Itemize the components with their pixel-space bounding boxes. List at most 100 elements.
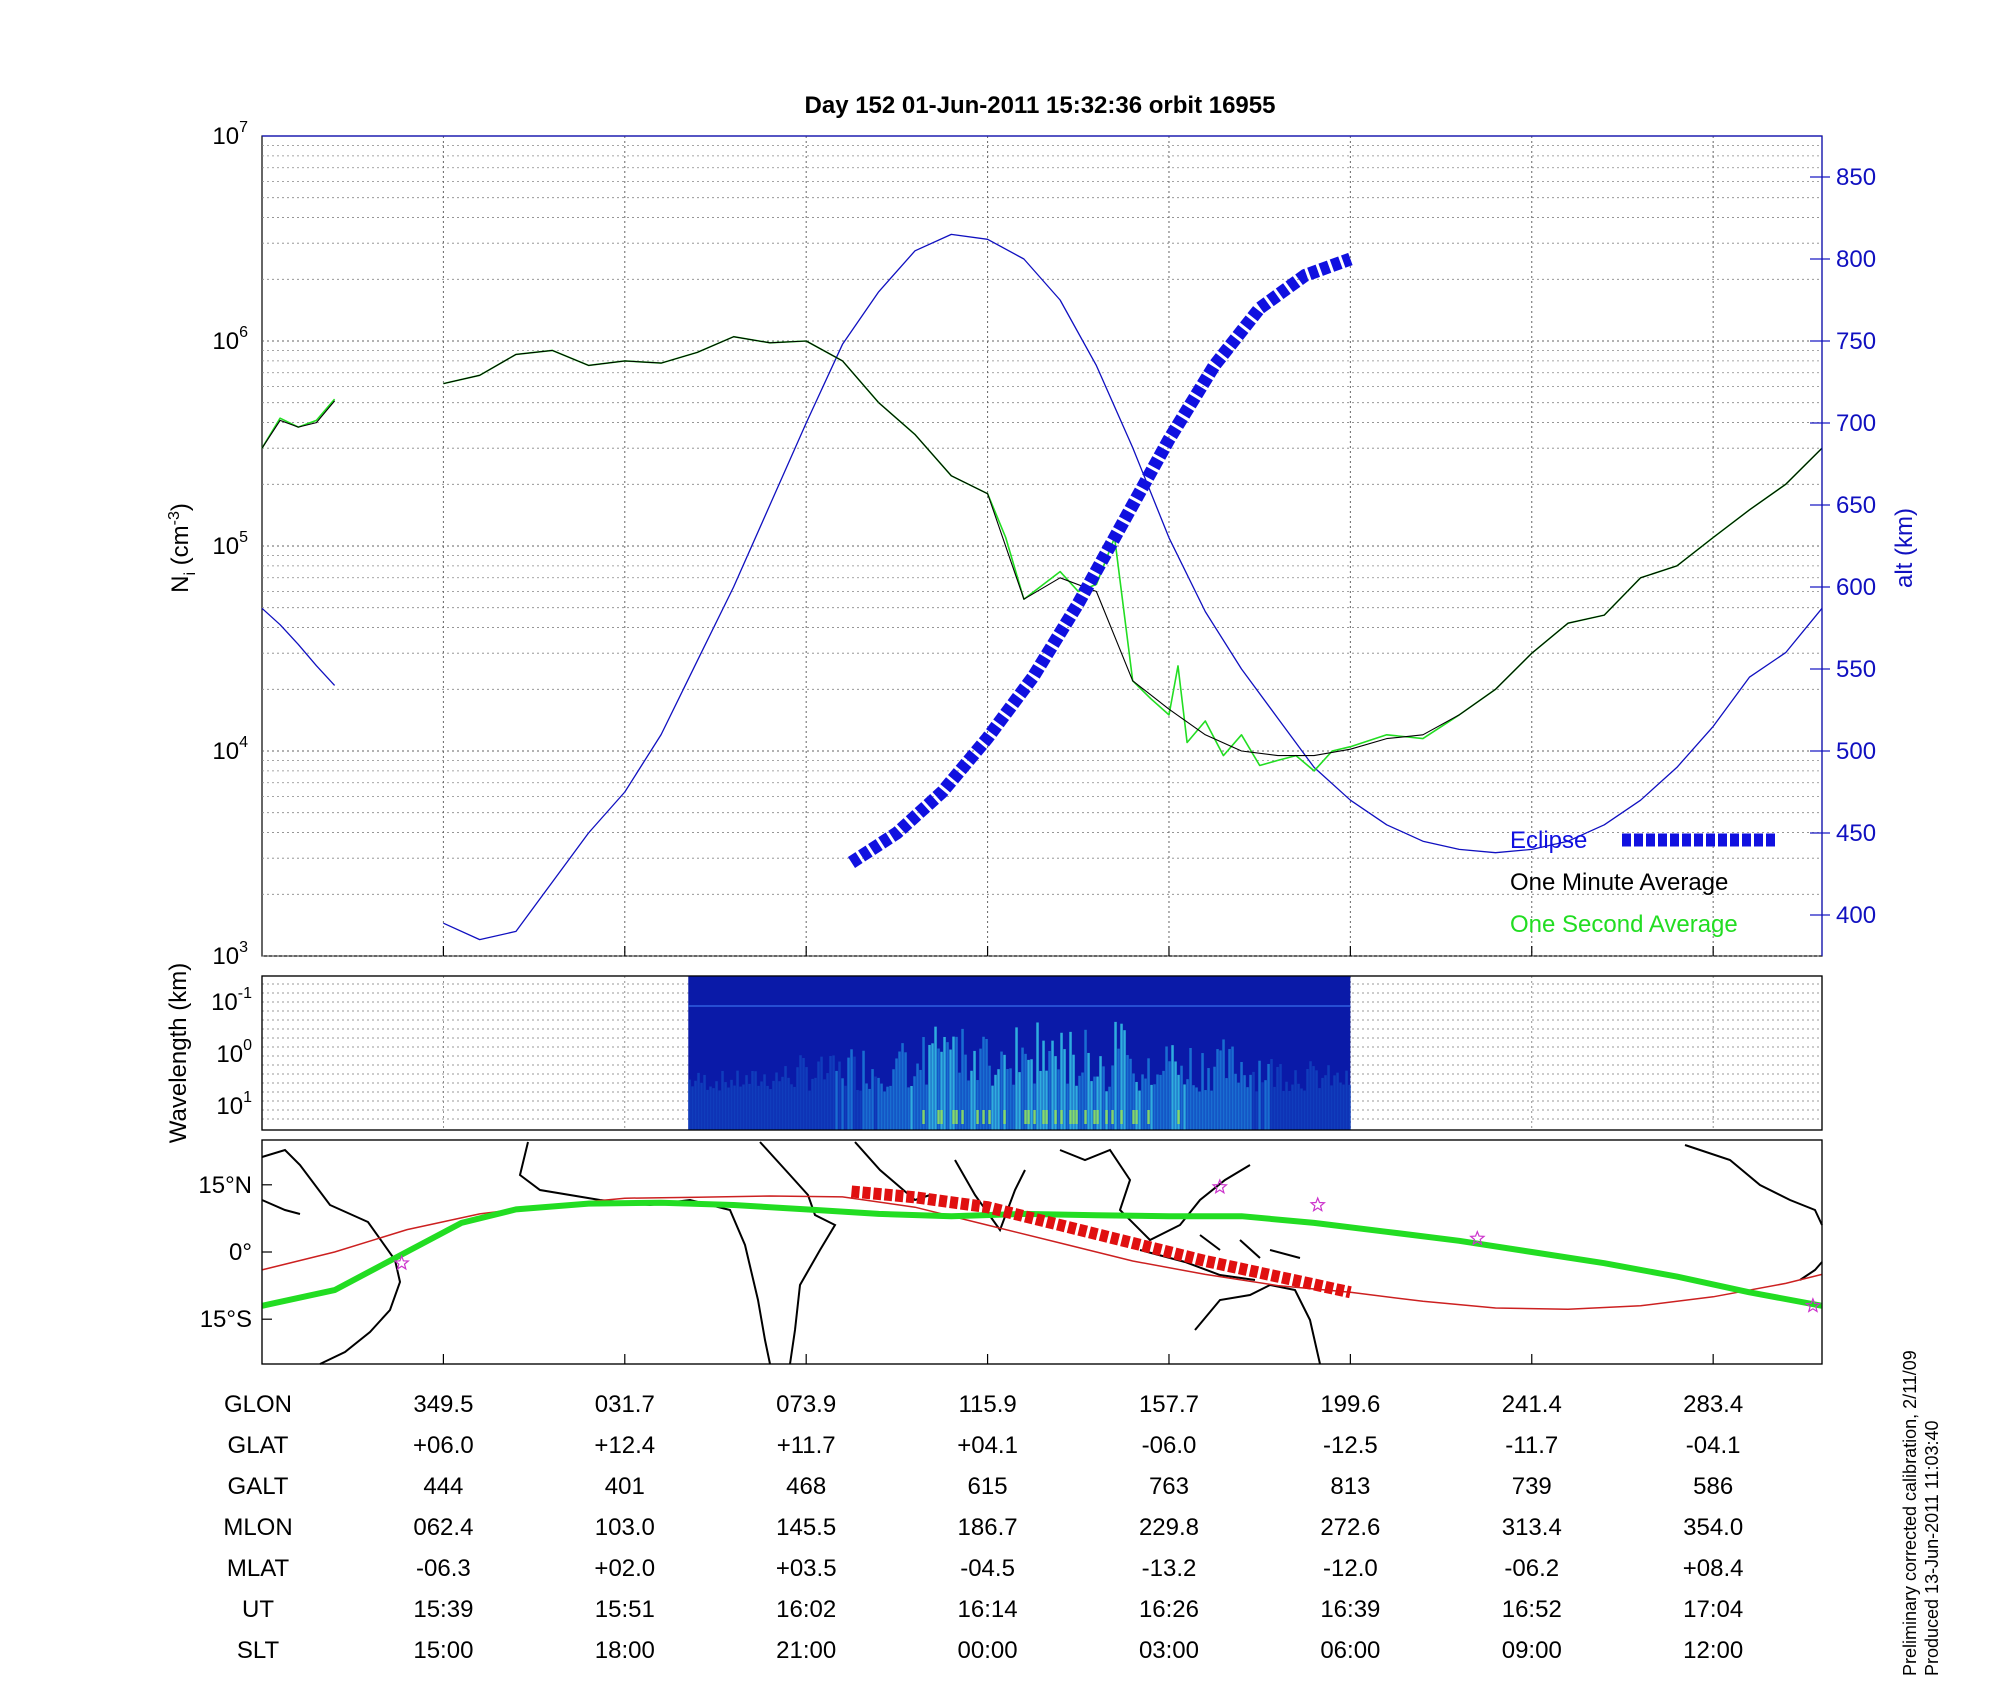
spectrogram-column — [697, 1072, 700, 1130]
spectrogram-column — [874, 1076, 877, 1130]
table-cell: 615 — [968, 1473, 1008, 1500]
spectrogram-column — [1156, 1074, 1159, 1130]
table-cell: 145.5 — [776, 1514, 836, 1541]
table-cell: -06.2 — [1504, 1555, 1559, 1582]
spectrogram-column — [889, 1085, 892, 1130]
spectrogram-column — [934, 1026, 937, 1130]
table-cell: 444 — [423, 1473, 463, 1500]
table-cell: 18:00 — [595, 1637, 655, 1664]
spectrogram-column — [976, 1080, 979, 1130]
spectrogram-hotspot — [1054, 1110, 1057, 1124]
spectrogram-column — [964, 1054, 967, 1130]
spectrogram-column — [1348, 1084, 1351, 1130]
spectrogram-column — [1069, 1031, 1072, 1130]
density-y-label: Ni (cm-3) — [166, 503, 199, 593]
spectrogram-hotspot — [1132, 1110, 1135, 1124]
spectrogram-column — [859, 1090, 862, 1130]
spectrogram-column — [1210, 1090, 1213, 1130]
spectrogram-column — [754, 1071, 757, 1130]
altitude-y-tick-label: 700 — [1836, 410, 1876, 437]
spectrogram-column — [784, 1066, 787, 1130]
spectrogram-column — [805, 1067, 808, 1130]
spectrogram-column — [1006, 1069, 1009, 1130]
spectrogram-column — [1117, 1048, 1120, 1130]
spectrogram-column — [841, 1078, 844, 1130]
spectrogram-column — [1315, 1070, 1318, 1130]
density-y-tick-label: 104 — [212, 734, 248, 765]
spectrogram-column — [715, 1081, 718, 1130]
one-minute-average-segment — [443, 336, 1823, 757]
spectrogram-column — [748, 1083, 751, 1130]
spectrogram-column — [1033, 1083, 1036, 1130]
spectrogram-hotspot — [1024, 1110, 1027, 1124]
spectrogram-column — [1327, 1065, 1330, 1130]
spectrogram-column — [736, 1070, 739, 1130]
map-border — [261, 1139, 1823, 1365]
spectrogram-column — [1048, 1051, 1051, 1130]
spectrogram-column — [1132, 1073, 1135, 1130]
spectrogram-column — [1042, 1040, 1045, 1130]
spectrogram-hotspot — [937, 1110, 940, 1124]
spectrogram-column — [1018, 1072, 1021, 1130]
spectrogram-hotspot — [1135, 1110, 1138, 1124]
eclipse-track — [847, 252, 1353, 868]
table-cell: -04.1 — [1686, 1432, 1741, 1459]
altitude-curve — [261, 233, 1823, 941]
spectrogram-column — [937, 1048, 940, 1130]
density-y-label-sub: i — [182, 572, 199, 576]
spectrogram-column — [979, 1048, 982, 1130]
altitude-y-label: alt (km) — [1891, 508, 1918, 588]
spectrogram-hotspot — [1120, 1110, 1123, 1124]
spectrogram-column — [922, 1037, 925, 1130]
spectrogram-column — [730, 1079, 733, 1130]
spectrogram-column — [745, 1075, 748, 1130]
altitude-line — [261, 607, 336, 686]
spectrogram-column — [1078, 1075, 1081, 1130]
spectrogram-column — [1225, 1078, 1228, 1130]
spectrogram-column — [820, 1056, 823, 1130]
map-y-tick-label: 15°S — [200, 1306, 252, 1333]
spectrogram-column — [760, 1081, 763, 1130]
spectrogram-column — [1168, 1061, 1171, 1130]
table-cell: 763 — [1149, 1473, 1189, 1500]
orbit-table: GLON GLAT GALT MLON MLAT UT SLT 349.5 +06.0 444 06… — [223, 1391, 1743, 1664]
spectrogram-column — [1123, 1030, 1126, 1130]
spectrogram-column — [862, 1050, 865, 1130]
coastline-north-america — [1684, 1144, 1823, 1226]
spectrogram-hotspot — [940, 1110, 943, 1124]
coastline-south-america-west — [1799, 1261, 1823, 1281]
spectrogram-column — [1189, 1047, 1192, 1130]
spectrogram-column — [1318, 1088, 1321, 1130]
spectrogram-column — [1012, 1084, 1015, 1130]
spectrogram-column — [1051, 1040, 1054, 1130]
spectrogram-column — [1282, 1090, 1285, 1130]
spectrogram-column — [1090, 1081, 1093, 1130]
spectrogram-column — [778, 1081, 781, 1130]
spectrogram-column — [1003, 1054, 1006, 1130]
table-cell: 031.7 — [595, 1391, 655, 1418]
table-cell: 16:26 — [1139, 1596, 1199, 1623]
spectrogram-column — [1297, 1083, 1300, 1130]
spectrogram-column — [853, 1056, 856, 1130]
spectrogram-column — [1063, 1049, 1066, 1130]
spectrogram-column — [1306, 1069, 1309, 1130]
spectrogram-column — [775, 1072, 778, 1130]
spectrogram-column — [1294, 1070, 1297, 1130]
spectrogram-column — [982, 1036, 985, 1130]
legend-one-second: One Second Average — [1510, 911, 1738, 938]
density-y-tick-label: 106 — [212, 324, 248, 355]
spectrogram-hotspot — [1096, 1110, 1099, 1124]
spectrogram-column — [1279, 1064, 1282, 1130]
table-cell: 15:39 — [413, 1596, 473, 1623]
spectrogram-column — [1060, 1032, 1063, 1130]
spectrogram-column — [1180, 1065, 1183, 1130]
spectrogram-panel: 10-1 100 101 Wavelength (km) — [165, 963, 1823, 1143]
spectrogram-column — [1141, 1074, 1144, 1130]
spectrogram-column — [751, 1070, 754, 1130]
spectrogram-column — [847, 1057, 850, 1130]
spectrogram-column — [1135, 1081, 1138, 1130]
spectrogram-column — [1321, 1077, 1324, 1130]
spectrogram-column — [1252, 1071, 1255, 1130]
spectrogram-column — [991, 1085, 994, 1130]
